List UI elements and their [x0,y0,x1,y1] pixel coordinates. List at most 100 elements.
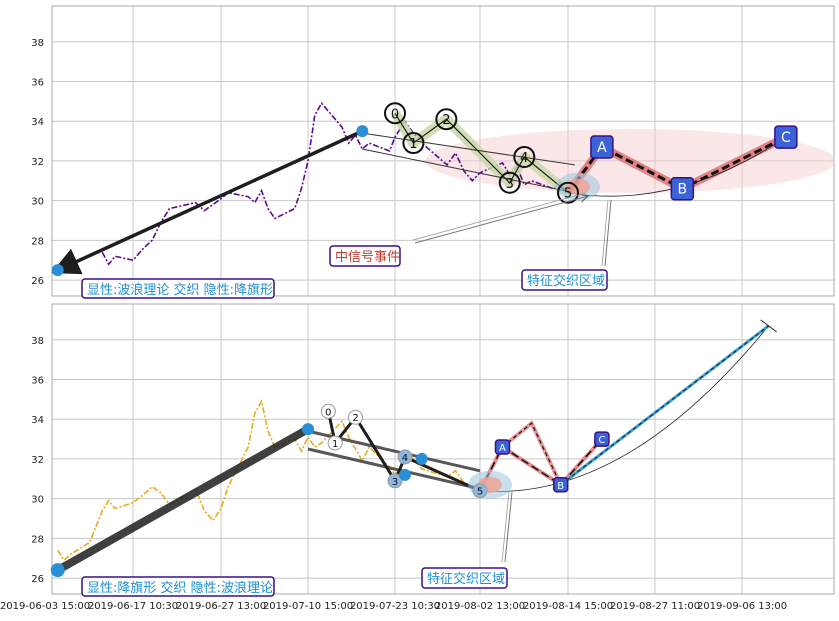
wave-point-label: 1 [332,439,338,450]
y-tick-label: 36 [31,375,44,386]
y-tick-label: 32 [31,157,44,168]
wave-point-label: 4 [402,453,408,464]
forecast-point-label: B [557,481,564,492]
wave-point: 3 [498,171,521,194]
wave-point-label: 5 [477,487,483,498]
wave-point-circle [402,132,425,155]
top-panel: 26 28 30 32 34 36 38 01 2 34 5 A B C 显性:波浪理论 交织 隐性:降… [31,5,836,299]
trend-start-point [50,563,65,578]
wave-point-label: 1 [409,137,417,152]
alt-forecast-path [502,422,562,486]
x-tick-label: 2019-09-06 13:00 [697,601,787,612]
wave-point-label: 0 [391,107,399,122]
channel-line [362,132,575,166]
projection-end-cap [760,319,777,333]
forecast-point-box [774,125,798,149]
bottom-y-ticks: 26 28 30 32 34 36 38 [31,336,44,585]
x-tick-label: 2019-08-27 11:00 [610,601,700,612]
top-annotation-explicit-text: 显性:波浪理论 交织 隐性:降旗形 [87,282,273,298]
trend-segment [51,129,365,275]
bottom-grid [52,304,834,594]
y-tick-label: 32 [31,455,44,466]
forecast-point-label: B [678,182,688,198]
channel-line [307,447,481,491]
wave-point: 2 [348,409,364,425]
y-tick-label: 26 [31,574,44,585]
projection-line [559,324,770,486]
bottom-annotation-explicit: 显性:降旗形 交织 隐性:波浪理论 [81,576,275,597]
y-tick-label: 26 [31,276,44,287]
bottom-annotation-zone: 特征交织区域 [421,491,513,589]
forecast-point: A [494,439,511,455]
top-annotation-explicit: 显性:波浪理论 交织 隐性:降旗形 [81,278,275,299]
wave-point-circle [384,102,406,125]
bottom-frame [51,303,835,595]
wave-point-label: 0 [325,407,331,418]
y-tick-label: 30 [31,197,44,208]
wave-point-circle [557,181,579,204]
bottom-annotation-zone-text: 特征交织区域 [427,571,505,587]
x-tick-label: 2019-07-23 10:30 [350,601,440,612]
forecast-point: A [590,135,614,159]
trend-end-point [356,125,369,138]
wave-point-circle [320,403,336,419]
top-annotation-signal: 中信号事件 [329,192,588,267]
channel-line [362,148,575,194]
top-y-ticks: 26 28 30 32 34 36 38 [31,38,44,287]
wave-point: 3 [387,473,403,489]
x-tick-label: 2019-06-17 10:30 [88,601,178,612]
wave-point: 5 [557,181,579,204]
forecast-point-label: A [597,140,607,156]
wave-point: 2 [435,108,458,131]
wave-point-label: 2 [442,113,450,128]
forecast-point-label: C [781,130,791,146]
forecast-point-label: A [499,443,506,454]
forecast-point: B [670,176,695,201]
forecast-point-label: C [598,435,605,446]
wave-point: 0 [384,102,406,125]
wave-point-label: 5 [564,187,572,202]
projection-arc [479,325,769,492]
wave-point-fill [397,449,413,465]
forecast-point-box [670,176,695,201]
wave-point-label: 3 [506,177,514,192]
wave-dot [398,468,411,481]
wave-point-fill [472,483,488,499]
y-tick-label: 28 [31,534,44,545]
projection-line-dash [560,325,769,486]
forecast-path [479,438,603,492]
top-annotation-zone: 特征交织区域 [521,199,612,291]
x-tick-label: 2019-08-02 13:00 [435,601,525,612]
top-annotation-signal-text: 中信号事件 [335,250,400,265]
forecast-point-box [594,431,610,447]
wave-point-circle [498,171,521,194]
trend-start-point [51,264,64,277]
wave-point: 5 [472,483,488,499]
wave-point-fill [387,473,403,489]
wave-point-label: 4 [520,151,528,166]
top-marks: 01 2 34 5 A B C [51,101,836,277]
wave-point-circle [348,409,364,425]
x-tick-label: 2019-08-14 15:00 [523,601,613,612]
forecast-point-box [552,477,569,493]
trend-segment [53,425,312,575]
forecast-point-box [590,135,614,159]
y-tick-label: 34 [31,415,44,426]
forecast-point: C [594,431,610,447]
forecast-point-box [494,439,511,455]
trend-end-point [302,423,314,436]
wave-point-label: 3 [392,477,398,488]
x-tick-label: 2019-07-10 15:00 [263,601,353,612]
y-tick-label: 36 [31,77,44,88]
wave-dot [415,452,428,465]
forecast-point: C [774,125,798,149]
bottom-marks: 0 1 2 3 4 5 A B C [50,319,777,578]
wave-point-label: 2 [352,413,358,424]
wave-point: 0 [320,403,336,419]
wave-point: 4 [513,145,536,168]
y-tick-label: 30 [31,495,44,506]
